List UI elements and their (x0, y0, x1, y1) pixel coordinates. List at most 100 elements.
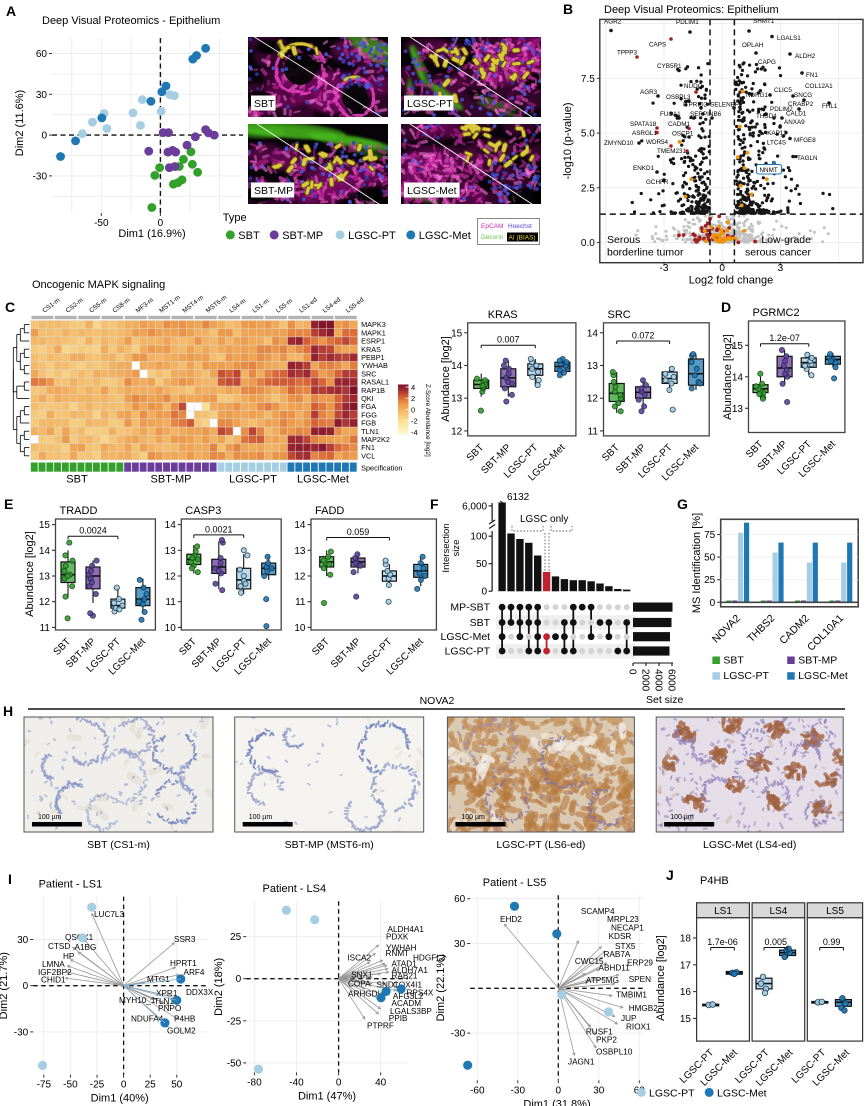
svg-text:100: 100 (470, 532, 487, 543)
svg-text:PDLIM2: PDLIM2 (770, 106, 793, 113)
svg-text:11: 11 (165, 597, 176, 608)
svg-text:6000: 6000 (666, 669, 677, 692)
svg-text:SBT-MP: SBT-MP (798, 655, 837, 667)
svg-text:LS4: LS4 (770, 906, 788, 917)
svg-text:Type: Type (223, 212, 247, 224)
svg-text:LUC7L3: LUC7L3 (94, 910, 124, 919)
svg-text:ALDH4A1: ALDH4A1 (388, 925, 425, 934)
svg-text:FADD: FADD (315, 505, 344, 517)
svg-text:LGSC-PT (LS6-ed): LGSC-PT (LS6-ed) (496, 839, 585, 851)
svg-text:SCAMP4: SCAMP4 (581, 907, 615, 916)
svg-text:0: 0 (23, 981, 29, 992)
svg-text:Serous: Serous (607, 234, 640, 246)
svg-text:Dim2 (22.1%): Dim2 (22.1%) (435, 954, 447, 1021)
svg-text:SBT-MP: SBT-MP (254, 185, 293, 197)
svg-text:TMEM231: TMEM231 (657, 148, 687, 155)
svg-text:12: 12 (294, 572, 306, 583)
svg-text:Abundance [log2]: Abundance [log2] (24, 531, 36, 617)
svg-text:14: 14 (39, 546, 51, 557)
svg-text:LGSC-Met: LGSC-Met (407, 185, 457, 197)
svg-text:KRAS: KRAS (361, 345, 381, 354)
svg-text:NNMT: NNMT (760, 167, 778, 174)
svg-text:Hoechst: Hoechst (508, 223, 532, 230)
svg-text:RUSF1: RUSF1 (586, 1028, 613, 1037)
svg-text:30: 30 (36, 90, 48, 101)
svg-text:LGSC-PT: LGSC-PT (229, 473, 277, 485)
svg-text:FHL1: FHL1 (822, 103, 838, 110)
svg-text:Dim2 (18%): Dim2 (18%) (213, 958, 225, 1016)
svg-text:14: 14 (732, 372, 744, 383)
svg-text:0: 0 (411, 405, 415, 414)
svg-text:PDXK: PDXK (386, 933, 409, 942)
svg-text:EpCAM: EpCAM (481, 223, 503, 230)
svg-text:LGSC-Met (LS4-ed): LGSC-Met (LS4-ed) (703, 839, 796, 851)
svg-text:CASP3: CASP3 (185, 505, 221, 517)
svg-text:COL12A1: COL12A1 (805, 83, 833, 90)
svg-text:GCHFR: GCHFR (646, 179, 669, 186)
svg-text:MAPK3: MAPK3 (361, 320, 386, 329)
svg-text:LGALS1: LGALS1 (777, 35, 801, 42)
svg-text:ZMYND10: ZMYND10 (604, 140, 634, 147)
svg-text:A1BG: A1BG (75, 943, 97, 952)
svg-text:Decorin: Decorin (481, 234, 504, 241)
svg-text:LGSC-PT: LGSC-PT (649, 1087, 695, 1099)
svg-text:NDRG1: NDRG1 (746, 92, 769, 99)
svg-text:CAPS: CAPS (649, 42, 666, 49)
svg-text:ENKD1: ENKD1 (633, 165, 654, 172)
svg-text:50: 50 (476, 559, 488, 570)
svg-text:100 µm: 100 µm (249, 814, 273, 821)
svg-text:13: 13 (451, 394, 463, 405)
svg-text:C: C (5, 299, 15, 315)
svg-text:CWC15: CWC15 (575, 957, 604, 966)
svg-text:LMNA: LMNA (42, 960, 65, 969)
svg-text:SERPINB6: SERPINB6 (690, 111, 722, 118)
svg-text:CLIC5: CLIC5 (774, 87, 792, 94)
svg-text:OPLAH: OPLAH (742, 42, 764, 49)
svg-text:2000: 2000 (640, 669, 651, 692)
svg-text:ATAD1: ATAD1 (392, 960, 418, 969)
svg-text:WDR54: WDR54 (646, 139, 669, 146)
svg-text:SBT: SBT (470, 617, 491, 629)
svg-text:5.0: 5.0 (581, 129, 595, 140)
svg-text:I: I (8, 871, 12, 887)
svg-text:0.99: 0.99 (823, 937, 841, 947)
svg-text:Dim1 (47%): Dim1 (47%) (298, 1090, 356, 1102)
svg-text:100 µm: 100 µm (461, 814, 485, 821)
svg-text:0.0021: 0.0021 (205, 524, 233, 534)
svg-text:Dim2 (21.7%): Dim2 (21.7%) (0, 952, 10, 1019)
svg-text:-25: -25 (90, 1080, 105, 1091)
svg-text:Deep Visual Proteomics - Epith: Deep Visual Proteomics - Epithelium (42, 15, 220, 27)
svg-text:Low-grade: Low-grade (761, 234, 811, 246)
svg-text:6,000: 6,000 (462, 501, 487, 512)
svg-text:serous cancer: serous cancer (745, 247, 811, 259)
svg-text:TMBIM1: TMBIM1 (616, 991, 647, 1000)
svg-text:13: 13 (39, 572, 51, 583)
svg-text:LGSC-Met: LGSC-Met (717, 1087, 767, 1099)
svg-text:PKP2: PKP2 (596, 1036, 617, 1045)
svg-text:6132: 6132 (507, 492, 530, 503)
svg-text:ISCA2: ISCA2 (347, 954, 371, 963)
svg-text:A: A (6, 3, 16, 19)
svg-text:40: 40 (375, 1077, 387, 1088)
svg-text:SNX1: SNX1 (351, 971, 373, 980)
svg-text:10: 10 (165, 623, 177, 634)
svg-text:JUP: JUP (621, 1014, 637, 1023)
svg-text:-40: -40 (289, 1077, 304, 1088)
svg-text:SPATA18: SPATA18 (630, 121, 657, 128)
svg-text:0.007: 0.007 (497, 335, 520, 345)
svg-text:HDGFL3: HDGFL3 (413, 954, 446, 963)
svg-text:NDUFA4: NDUFA4 (131, 1015, 164, 1024)
svg-text:ERP29: ERP29 (627, 959, 653, 968)
svg-text:FGA: FGA (361, 402, 376, 411)
svg-text:ABHD11: ABHD11 (599, 964, 631, 973)
svg-text:ALDH2: ALDH2 (795, 53, 816, 60)
svg-text:18: 18 (680, 934, 692, 945)
svg-text:RIOX1: RIOX1 (626, 1023, 651, 1032)
svg-text:-4: -4 (411, 428, 418, 437)
svg-text:10: 10 (294, 623, 306, 634)
svg-text:borderline tumor: borderline tumor (607, 247, 684, 259)
svg-text:Abundance [log2]: Abundance [log2] (440, 336, 452, 422)
svg-text:13: 13 (732, 404, 744, 415)
svg-text:PGRMC2: PGRMC2 (753, 307, 800, 319)
svg-text:PNPO: PNPO (158, 1004, 181, 1013)
